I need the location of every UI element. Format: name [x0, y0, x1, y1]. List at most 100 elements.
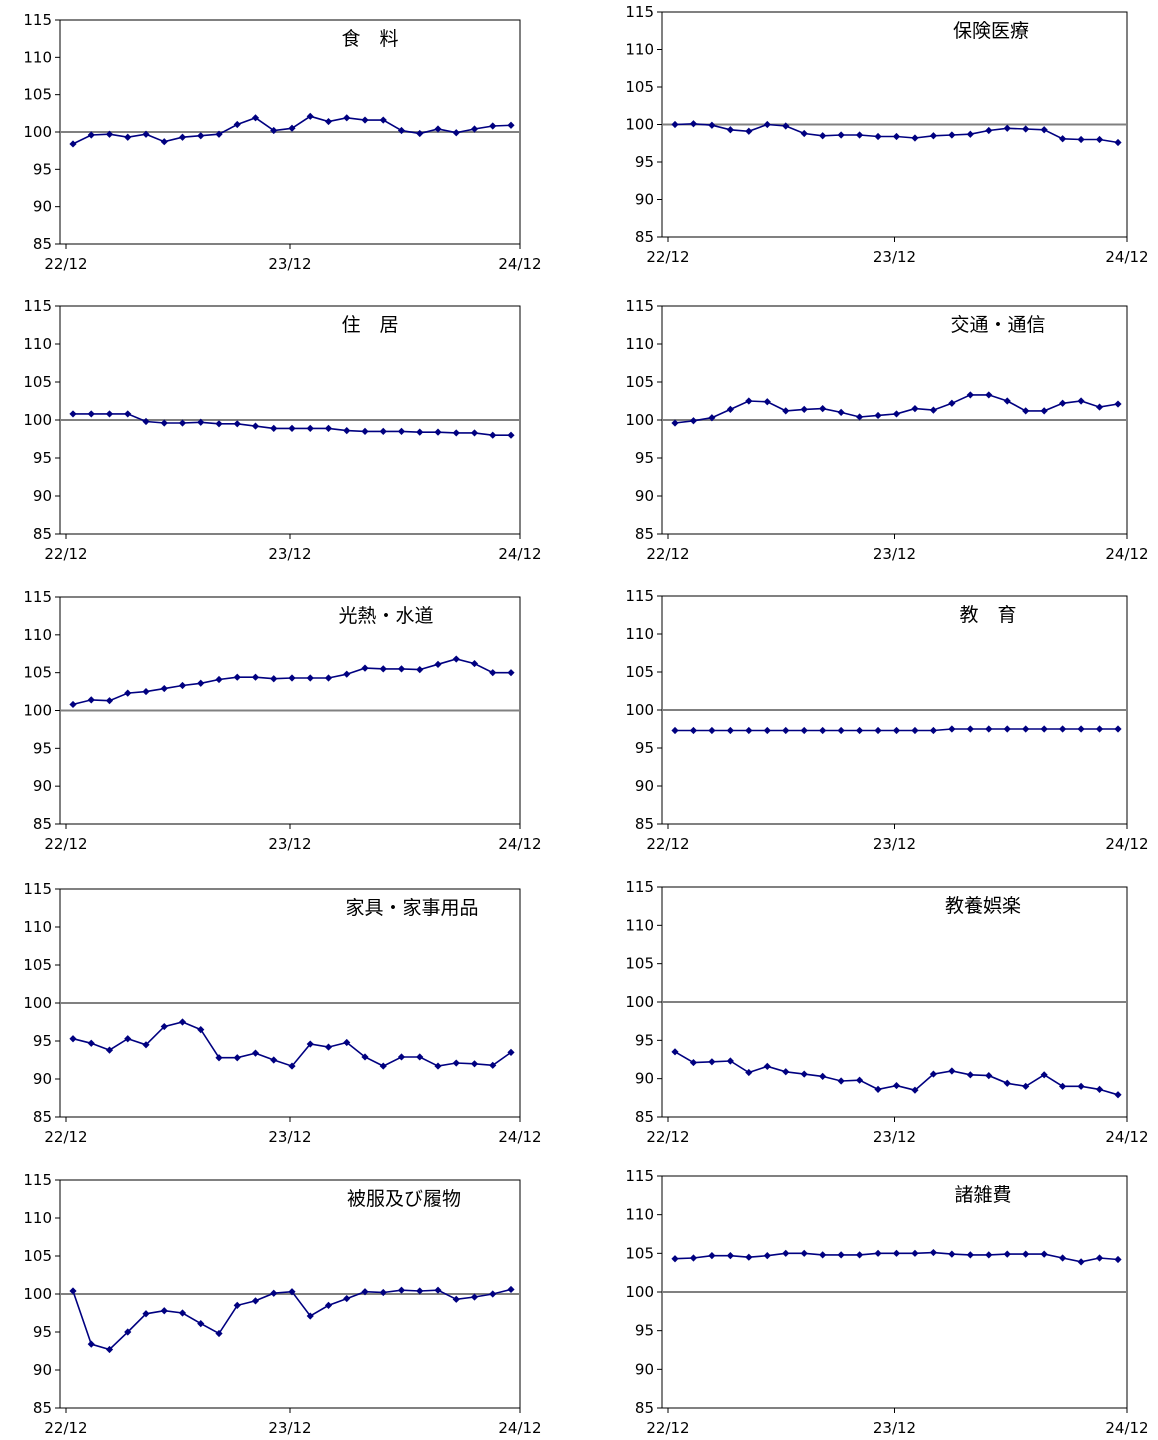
data-point: [837, 1077, 845, 1085]
data-point: [69, 1035, 77, 1043]
data-point: [1095, 135, 1104, 144]
data-point: [87, 1340, 95, 1348]
chart-panel: 85 90 95 100 105 110 115 22/12 23/12 24/12 被服及び履物: [23, 1171, 541, 1437]
x-tick-label: 22/12: [646, 1128, 689, 1146]
data-point: [69, 410, 77, 418]
chart-title: 交通・通信: [950, 314, 1045, 336]
y-tick-label: 95: [33, 1032, 52, 1050]
data-point: [507, 669, 515, 677]
data-point: [233, 673, 241, 681]
y-tick-label: 105: [625, 78, 654, 96]
data-point: [379, 665, 387, 673]
data-point: [160, 1022, 168, 1031]
data-point: [288, 124, 296, 132]
data-point: [1003, 725, 1011, 733]
chart-panel: 85 90 95 100 105 110 115 22/12 23/12 24/12 交通・通信: [625, 297, 1148, 563]
data-point: [985, 391, 993, 399]
data-point: [892, 410, 901, 418]
data-point: [763, 120, 771, 129]
y-tick-label: 105: [625, 663, 654, 681]
data-point: [837, 131, 845, 139]
data-point: [1003, 1079, 1011, 1087]
data-point: [124, 1035, 132, 1043]
data-point: [379, 1288, 387, 1297]
x-tick-label: 22/12: [646, 248, 689, 266]
data-point: [416, 1053, 424, 1061]
x-tick-label: 23/12: [268, 545, 311, 563]
data-point: [708, 414, 716, 422]
data-point: [489, 669, 497, 677]
y-tick-label: 95: [33, 449, 52, 467]
data-point: [306, 112, 314, 120]
data-point: [452, 655, 460, 663]
data-point: [251, 1297, 260, 1305]
data-point: [416, 428, 424, 436]
chart-title: 光熱・水道: [338, 605, 433, 627]
data-point: [745, 1253, 753, 1261]
data-point: [178, 681, 187, 690]
x-tick-label: 24/12: [498, 1419, 541, 1437]
y-tick-label: 110: [625, 625, 654, 643]
data-point: [726, 126, 734, 134]
data-point: [966, 1071, 974, 1079]
data-point: [929, 1070, 938, 1078]
data-point: [270, 1289, 278, 1297]
data-point: [708, 1252, 716, 1260]
data-point: [270, 126, 278, 135]
data-point: [489, 431, 497, 439]
data-point: [1095, 725, 1104, 733]
data-point: [343, 670, 351, 678]
data-point: [251, 1049, 260, 1057]
data-point: [434, 428, 442, 436]
data-point: [215, 420, 223, 428]
data-point: [837, 726, 845, 735]
data-point: [160, 684, 168, 693]
data-point: [948, 1250, 956, 1258]
data-point: [288, 1062, 296, 1070]
data-point: [434, 1286, 442, 1294]
data-point: [800, 129, 808, 138]
data-point: [948, 725, 956, 733]
y-tick-label: 90: [635, 1070, 654, 1088]
data-point: [874, 1085, 882, 1093]
data-point: [270, 675, 278, 683]
y-tick-label: 100: [23, 123, 52, 141]
data-point: [1059, 725, 1067, 733]
data-point: [142, 417, 150, 426]
y-tick-label: 95: [33, 1323, 52, 1341]
data-point: [178, 1309, 187, 1317]
data-point: [379, 427, 387, 435]
data-point: [270, 1056, 278, 1064]
data-point: [745, 397, 753, 405]
data-point: [745, 127, 753, 135]
data-point: [434, 125, 442, 133]
data-point: [288, 1288, 296, 1296]
x-tick-label: 23/12: [873, 545, 916, 563]
y-tick-label: 90: [33, 198, 52, 216]
data-point: [948, 399, 956, 407]
data-point: [819, 405, 827, 413]
data-point: [1022, 1250, 1030, 1258]
data-point: [434, 660, 442, 668]
data-point: [1095, 1254, 1104, 1262]
data-point: [1040, 1071, 1048, 1079]
data-point: [160, 138, 168, 146]
data-point: [726, 726, 734, 735]
x-tick-label: 22/12: [44, 545, 87, 563]
data-point: [215, 1329, 223, 1338]
data-point: [671, 120, 679, 129]
data-point: [489, 1290, 497, 1298]
data-point: [416, 129, 424, 138]
data-point: [929, 726, 938, 735]
data-point: [782, 1068, 790, 1076]
data-point: [124, 1328, 132, 1336]
data-point: [69, 700, 77, 709]
y-tick-label: 100: [625, 1283, 654, 1301]
data-point: [507, 1285, 515, 1294]
data-point: [1077, 397, 1085, 405]
y-tick-label: 100: [23, 411, 52, 429]
data-point: [343, 114, 351, 122]
data-point: [87, 131, 95, 139]
data-point: [1059, 135, 1067, 143]
